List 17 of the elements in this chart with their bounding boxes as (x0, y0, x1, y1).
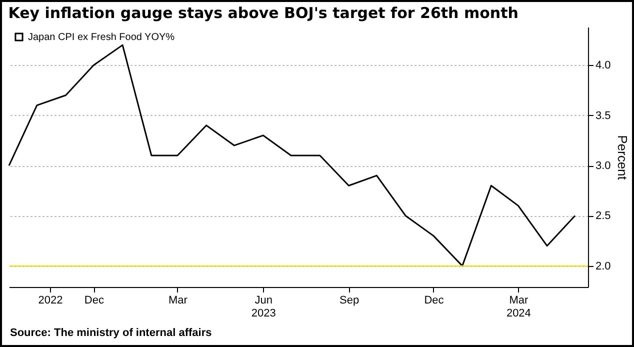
x-tick-label: Mar (168, 294, 188, 306)
x-tick-label: Dec (84, 294, 104, 306)
y-tick-label: 3.0 (596, 160, 611, 172)
y-tick-label: 4.0 (596, 60, 611, 72)
x-tick-label: Jun 2023 (251, 294, 276, 320)
x-tick-label: Dec (424, 294, 444, 306)
chart-title: Key inflation gauge stays above BOJ's target for 26th month (8, 4, 518, 22)
y-axis-title: Percent (614, 135, 630, 180)
legend-label: Japan CPI ex Fresh Food YOY% (28, 32, 175, 43)
x-tick-label: 2022 (38, 294, 63, 306)
y-tick-label: 2.0 (596, 260, 611, 272)
y-tick-label: 3.5 (596, 110, 611, 122)
source-note: Source: The ministry of internal affairs (10, 327, 212, 339)
y-tick-label: 2.5 (596, 210, 611, 222)
line-series (8, 44, 576, 267)
x-tick-label: Mar 2024 (506, 294, 531, 320)
x-tick-label: Sep (339, 294, 360, 306)
